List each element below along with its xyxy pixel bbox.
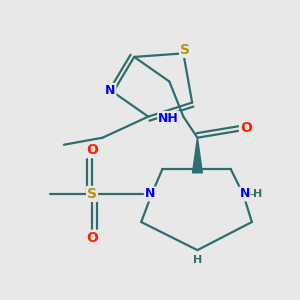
- Text: N: N: [145, 188, 155, 200]
- Text: H: H: [253, 189, 262, 199]
- Text: H: H: [193, 255, 202, 265]
- Text: O: O: [240, 121, 252, 135]
- Text: O: O: [86, 143, 98, 157]
- Text: NH: NH: [158, 112, 179, 125]
- Text: S: S: [87, 187, 97, 201]
- Text: N: N: [240, 188, 250, 200]
- Text: N: N: [105, 84, 116, 97]
- Text: S: S: [180, 43, 190, 57]
- Polygon shape: [193, 138, 202, 173]
- Text: O: O: [86, 231, 98, 245]
- Text: –: –: [249, 189, 255, 199]
